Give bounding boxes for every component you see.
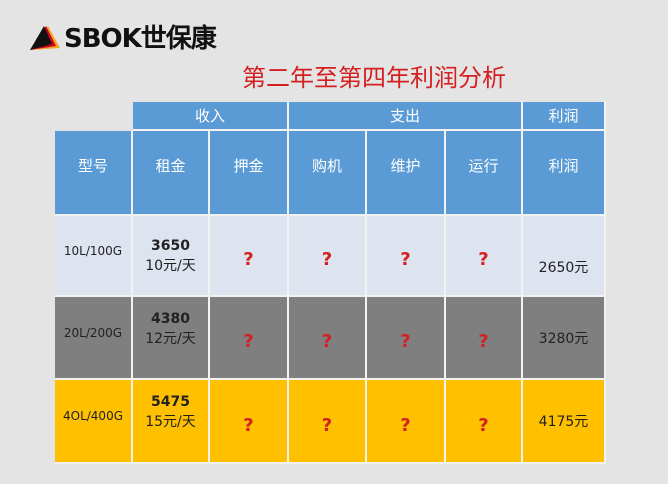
cell-model: 20L/200G [55, 297, 133, 380]
cell-model: 4OL/400G [55, 380, 133, 464]
cell-rent: 3650 10元/天 [133, 216, 210, 297]
column-header-rent: 租金 [133, 131, 210, 216]
rent-daily: 10元/天 [145, 257, 196, 274]
column-header-purchase: 购机 [289, 131, 367, 216]
rent-daily: 12元/天 [145, 330, 196, 347]
header-group-income: 收入 [133, 102, 289, 131]
page-title: 第二年至第四年利润分析 [242, 64, 506, 92]
rent-total: 4380 [151, 310, 190, 327]
cell-operation: ? [446, 380, 523, 464]
rent-total: 3650 [151, 237, 190, 254]
header-group-expense: 支出 [289, 102, 523, 131]
cell-model: 10L/100G [55, 216, 133, 297]
column-header-model: 型号 [55, 131, 133, 216]
cell-rent: 5475 15元/天 [133, 380, 210, 464]
cell-purchase: ? [289, 380, 367, 464]
rent-total: 5475 [151, 394, 190, 410]
cell-deposit: ? [210, 297, 289, 380]
cell-rent: 4380 12元/天 [133, 297, 210, 380]
cell-operation: ? [446, 216, 523, 297]
cell-purchase: ? [289, 297, 367, 380]
cell-profit: 3280元 [523, 297, 606, 380]
cell-maintenance: ? [367, 297, 446, 380]
cell-profit: 4175元 [523, 380, 606, 464]
logo-text: SBOK世保康 [64, 24, 217, 54]
column-header-operation: 运行 [446, 131, 523, 216]
cell-deposit: ? [210, 216, 289, 297]
cell-operation: ? [446, 297, 523, 380]
rent-daily: 15元/天 [145, 414, 196, 430]
cell-deposit: ? [210, 380, 289, 464]
cell-maintenance: ? [367, 216, 446, 297]
logo-triangle-icon [30, 25, 60, 50]
column-header-profit: 利润 [523, 131, 606, 216]
brand-logo: SBOK世保康 [28, 18, 217, 55]
column-header-maintenance: 维护 [367, 131, 446, 216]
header-group-profit: 利润 [523, 102, 606, 131]
cell-purchase: ? [289, 216, 367, 297]
cell-profit: 2650元 [523, 216, 606, 297]
cell-maintenance: ? [367, 380, 446, 464]
column-header-deposit: 押金 [210, 131, 289, 216]
